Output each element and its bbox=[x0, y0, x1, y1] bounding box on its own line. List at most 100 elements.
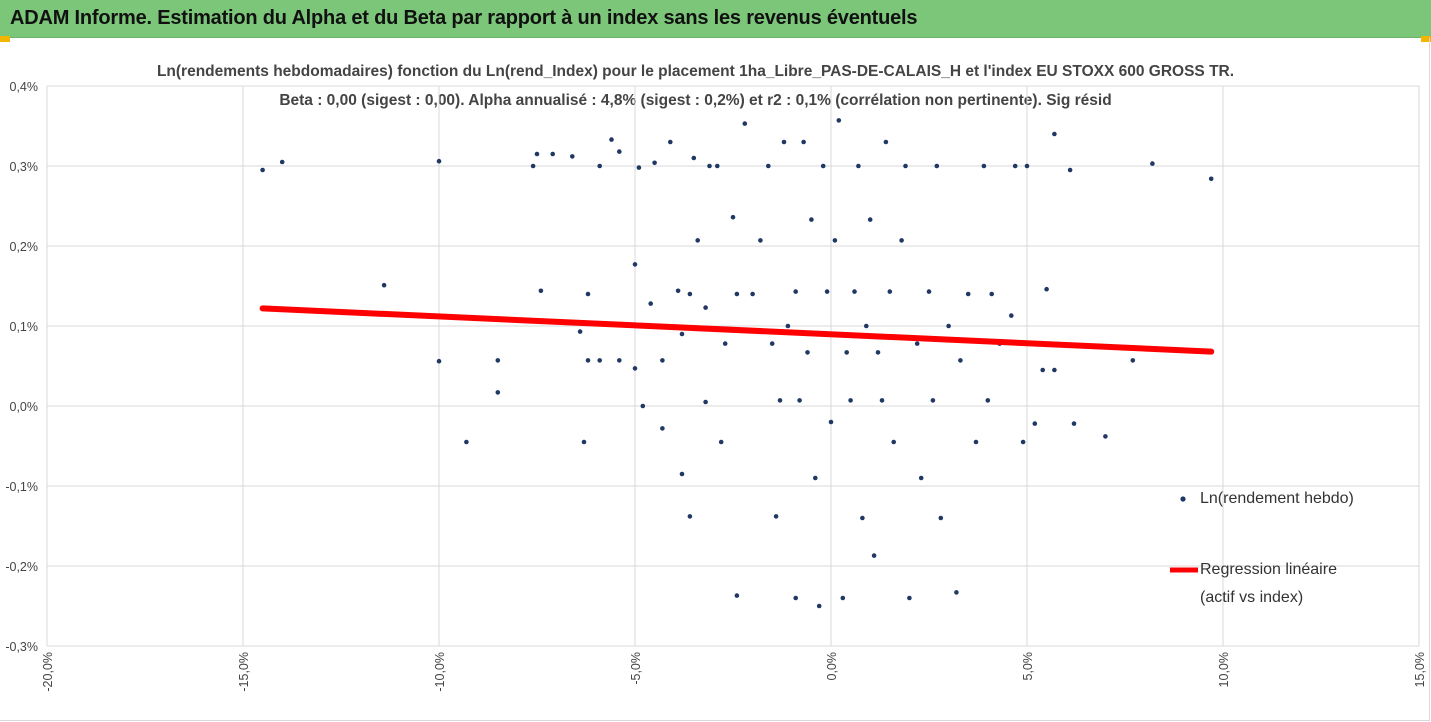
data-point bbox=[946, 323, 951, 329]
data-point bbox=[652, 160, 657, 166]
x-tick-label: -5,0% bbox=[629, 652, 643, 685]
data-point bbox=[918, 475, 924, 481]
chart-subtitle: Beta : 0,00 (sigest : 0,00). Alpha annua… bbox=[279, 92, 1112, 109]
data-point bbox=[538, 288, 544, 294]
data-point bbox=[809, 217, 814, 222]
x-tick-label: -15,0% bbox=[237, 652, 251, 692]
y-tick-label: 0,3% bbox=[10, 160, 39, 174]
legend-marks bbox=[1170, 496, 1198, 573]
data-point bbox=[856, 163, 861, 169]
data-point bbox=[597, 358, 602, 363]
data-point bbox=[436, 358, 442, 364]
data-point bbox=[793, 289, 798, 294]
data-point bbox=[785, 323, 791, 329]
data-point bbox=[930, 398, 936, 403]
data-point bbox=[989, 291, 994, 297]
regression-line-group bbox=[259, 305, 1215, 355]
data-point bbox=[981, 163, 987, 169]
data-point bbox=[914, 341, 920, 346]
data-point bbox=[648, 301, 653, 306]
data-point bbox=[1150, 161, 1155, 166]
data-point bbox=[279, 159, 285, 165]
chart-area bbox=[0, 38, 1430, 721]
data-point bbox=[1044, 286, 1049, 292]
data-point bbox=[1009, 313, 1014, 318]
header-corner-left bbox=[0, 36, 10, 42]
data-point bbox=[534, 151, 540, 157]
data-points bbox=[260, 118, 1214, 609]
data-point bbox=[965, 291, 971, 297]
y-tick-label: -0,3% bbox=[5, 640, 38, 654]
data-point bbox=[1012, 163, 1018, 169]
data-point bbox=[883, 139, 889, 145]
y-axis-tick-labels: 0,4% 0,3% 0,2% 0,1% 0,0% -0,1% -0,2% -0,3% bbox=[5, 80, 38, 654]
data-point bbox=[907, 595, 912, 601]
data-point bbox=[687, 291, 693, 297]
data-point bbox=[495, 358, 501, 363]
data-point bbox=[766, 163, 771, 169]
data-point bbox=[758, 238, 763, 243]
data-point bbox=[891, 439, 896, 445]
y-tick-label: -0,2% bbox=[5, 560, 38, 574]
data-point bbox=[550, 151, 555, 157]
data-point bbox=[1032, 421, 1038, 426]
data-point bbox=[730, 214, 736, 220]
data-point bbox=[867, 217, 873, 222]
data-point bbox=[926, 289, 932, 294]
data-point bbox=[464, 439, 469, 445]
data-point bbox=[640, 403, 646, 409]
data-point bbox=[722, 341, 728, 346]
data-point bbox=[875, 350, 881, 355]
y-tick-label: 0,0% bbox=[10, 400, 39, 414]
data-point bbox=[816, 603, 822, 609]
header-corner-right bbox=[1421, 36, 1431, 42]
report-title: ADAM Informe. Estimation du Alpha et du … bbox=[10, 7, 918, 29]
data-point bbox=[530, 163, 536, 169]
data-point bbox=[687, 514, 693, 519]
data-point bbox=[934, 163, 940, 169]
data-point bbox=[954, 590, 959, 595]
data-point bbox=[958, 358, 963, 363]
data-point bbox=[903, 163, 908, 169]
data-point bbox=[703, 399, 708, 405]
data-point bbox=[864, 323, 869, 329]
data-point bbox=[609, 137, 614, 142]
data-point bbox=[793, 595, 798, 601]
data-point bbox=[1040, 367, 1045, 373]
data-point bbox=[887, 289, 893, 294]
data-point bbox=[1103, 434, 1108, 439]
data-point bbox=[718, 439, 724, 445]
data-point bbox=[1208, 176, 1214, 182]
data-point bbox=[632, 366, 638, 371]
data-point bbox=[668, 139, 673, 145]
data-point bbox=[813, 475, 818, 481]
grid-lines bbox=[46, 85, 1420, 647]
data-point bbox=[660, 426, 665, 431]
data-point bbox=[715, 163, 720, 169]
data-point bbox=[801, 139, 806, 145]
data-point bbox=[871, 553, 877, 558]
data-point bbox=[824, 289, 830, 294]
data-point bbox=[734, 291, 740, 297]
data-point bbox=[844, 350, 849, 355]
data-point bbox=[1052, 367, 1057, 373]
legend-label-points: Ln(rendement hebdo) bbox=[1200, 490, 1354, 507]
data-point bbox=[848, 398, 853, 403]
report-header: ADAM Informe. Estimation du Alpha et du … bbox=[0, 0, 1431, 38]
legend-point-marker bbox=[1180, 496, 1186, 502]
data-point bbox=[985, 398, 991, 403]
data-point bbox=[1052, 131, 1057, 137]
data-point bbox=[707, 163, 712, 169]
data-point bbox=[852, 289, 857, 294]
data-point bbox=[973, 439, 979, 445]
chart-title: Ln(rendements hebdomadaires) fonction du… bbox=[156, 63, 1235, 80]
y-tick-label: 0,2% bbox=[10, 240, 39, 254]
data-point bbox=[381, 282, 387, 288]
data-point bbox=[734, 593, 740, 598]
data-point bbox=[691, 155, 697, 161]
data-point bbox=[938, 515, 944, 521]
x-axis-tick-labels: -20,0% -15,0% -10,0% -5,0% 0,0% 5,0% 10,0% 15,0… bbox=[41, 652, 1427, 692]
x-tick-label: 0,0% bbox=[825, 652, 839, 681]
data-point bbox=[777, 398, 783, 403]
